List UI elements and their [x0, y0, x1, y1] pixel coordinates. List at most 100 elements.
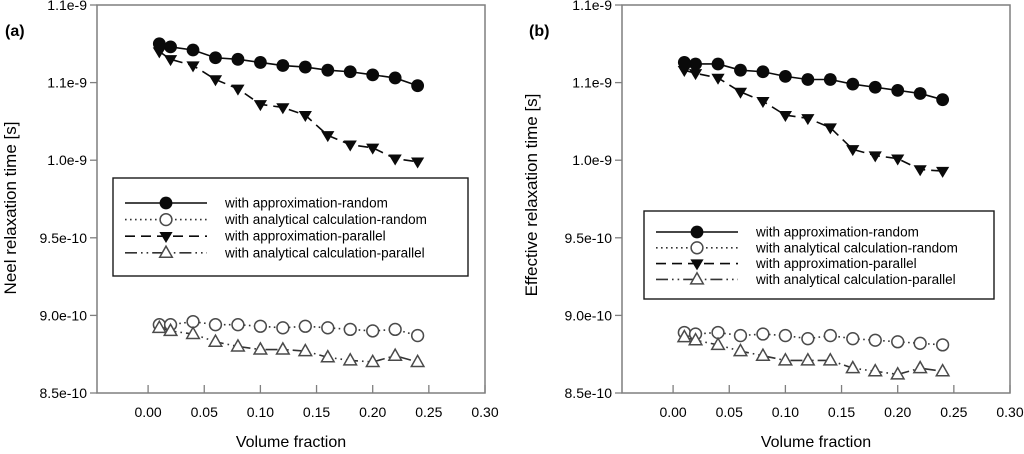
data-point-marker	[689, 57, 702, 71]
y-tick-label: 1.1e-9	[572, 75, 612, 91]
data-point-marker	[343, 65, 357, 79]
data-point-marker	[410, 353, 426, 368]
data-point-marker	[913, 165, 927, 177]
data-point-marker	[186, 314, 200, 329]
legend-label: with analytical calculation-random	[224, 212, 427, 227]
data-point-marker	[801, 114, 815, 126]
data-point-marker	[711, 57, 725, 71]
data-point-marker	[276, 321, 290, 335]
data-point-marker	[298, 110, 312, 122]
data-point-marker	[756, 327, 770, 341]
x-tick-label: 0.10	[247, 404, 274, 420]
data-point-marker	[823, 328, 837, 343]
data-point-marker	[231, 318, 245, 332]
data-point-marker	[152, 47, 166, 59]
data-point-marker	[755, 347, 771, 362]
data-point-marker	[935, 338, 950, 352]
panel-a-label: (a)	[5, 23, 25, 40]
data-point-marker	[186, 61, 200, 73]
data-point-marker	[867, 363, 883, 377]
data-point-marker	[868, 80, 882, 94]
x-tick-label: 0.05	[191, 404, 218, 420]
data-point-marker	[276, 59, 290, 72]
data-point-marker	[822, 352, 838, 366]
data-point-marker	[209, 51, 222, 65]
data-point-marker	[845, 360, 861, 374]
data-point-marker	[936, 93, 950, 107]
data-point-marker	[366, 143, 380, 155]
legend-marker	[689, 271, 705, 285]
data-point-marker	[343, 140, 357, 152]
data-point-marker	[366, 324, 380, 338]
data-point-marker	[388, 322, 402, 337]
y-tick-label: 8.5e-10	[565, 385, 613, 401]
data-point-marker	[185, 325, 201, 340]
data-point-marker	[733, 328, 748, 343]
data-point-marker	[151, 319, 167, 334]
data-point-marker	[801, 332, 815, 346]
data-point-marker	[343, 322, 357, 337]
data-point-marker	[208, 318, 223, 332]
data-point-marker	[230, 338, 246, 352]
y-tick-label: 1.0e-9	[572, 152, 612, 168]
data-point-marker	[891, 335, 905, 349]
data-point-marker	[676, 329, 692, 343]
data-point-marker	[677, 56, 691, 69]
data-point-marker	[687, 332, 704, 346]
data-point-marker	[388, 154, 402, 166]
panel-b-label: (b)	[529, 23, 550, 40]
y-tick-label: 1.1e-9	[47, 0, 87, 13]
legend-marker	[690, 225, 704, 239]
legend-marker	[159, 196, 173, 210]
data-point-marker	[321, 131, 335, 143]
panel-(a)-plot-frame	[96, 4, 486, 394]
legend-box	[112, 177, 469, 277]
x-tick-label: 0.00	[134, 404, 161, 420]
data-point-marker	[913, 336, 927, 350]
data-point-marker	[912, 360, 928, 374]
y-tick-label: 9.0e-10	[565, 307, 613, 323]
legend-label: with analytical calculation-random	[755, 240, 958, 255]
panel-b-y-axis-title: Effective relaxation time [s]	[522, 93, 541, 297]
data-point-marker	[846, 77, 860, 91]
data-point-marker	[778, 110, 792, 122]
legend-marker	[159, 232, 173, 243]
data-point-marker	[733, 87, 748, 99]
y-tick-label: 1.1e-9	[47, 75, 87, 91]
x-tick-label: 0.05	[716, 404, 743, 420]
data-point-marker	[276, 103, 290, 115]
legend-label: with approximation-parallel	[224, 229, 386, 244]
panel-a-y-axis-title: Neel relaxation time [s]	[1, 121, 20, 295]
data-point-marker	[411, 79, 425, 93]
data-point-marker	[365, 353, 381, 368]
data-point-marker	[164, 40, 177, 54]
data-point-marker	[186, 43, 200, 57]
data-point-marker	[162, 322, 179, 337]
data-point-marker	[387, 347, 403, 362]
x-tick-label: 0.30	[471, 404, 498, 420]
legend-label: with analytical calculation-parallel	[224, 245, 425, 260]
legend-label: with approximation-parallel	[755, 256, 917, 271]
data-point-marker	[868, 151, 882, 163]
data-point-marker	[800, 352, 816, 366]
panel-b-x-axis-title: Volume fraction	[760, 434, 872, 451]
data-point-marker	[321, 321, 335, 335]
data-point-marker	[677, 65, 691, 77]
data-point-marker	[756, 65, 770, 79]
y-tick-label: 1.0e-9	[47, 152, 87, 168]
y-tick-label: 8.5e-10	[40, 385, 88, 401]
data-point-marker	[253, 56, 267, 69]
x-tick-label: 0.15	[303, 404, 330, 420]
legend-marker	[159, 212, 173, 227]
data-point-marker	[298, 319, 312, 333]
data-point-marker	[756, 97, 770, 109]
data-point-marker	[936, 166, 950, 178]
x-tick-label: 0.25	[940, 404, 967, 420]
data-point-marker	[711, 325, 725, 340]
data-point-marker	[823, 123, 837, 135]
data-point-marker	[891, 83, 905, 97]
data-point-marker	[890, 366, 906, 380]
data-point-marker	[297, 342, 313, 357]
y-tick-label: 1.1e-9	[572, 0, 612, 13]
panel-a-x-axis-title: Volume fraction	[235, 434, 347, 451]
